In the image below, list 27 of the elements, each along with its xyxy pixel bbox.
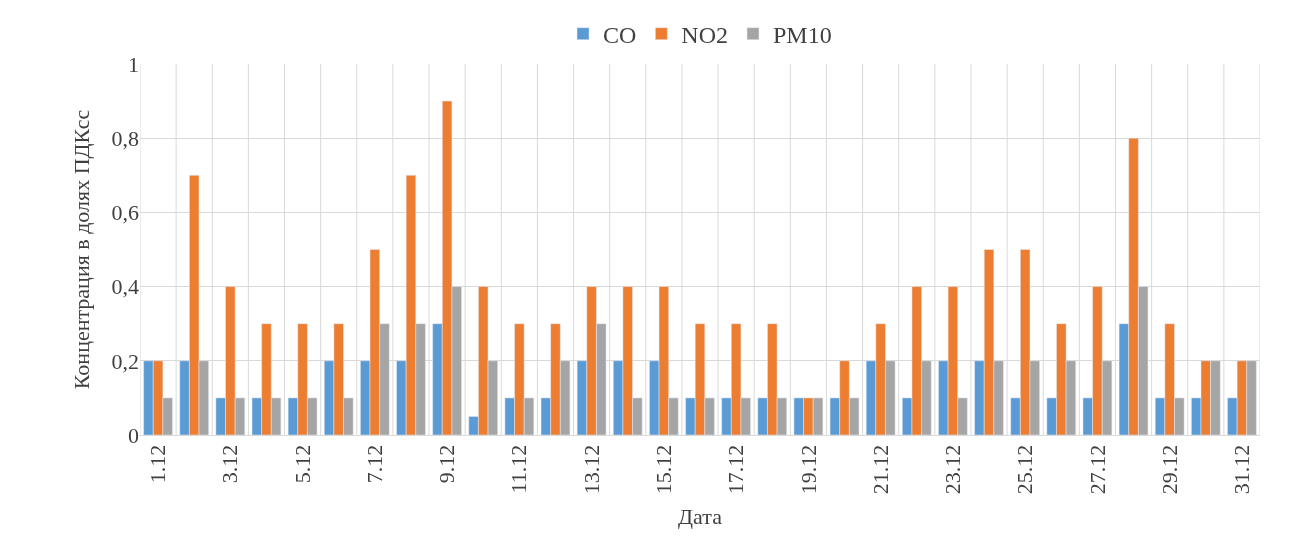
y-tick-label: 0 — [128, 422, 139, 448]
y-tick-label: 0,8 — [111, 125, 139, 151]
y-tick-label: 0,6 — [111, 200, 139, 226]
y-tick-label: 0,2 — [111, 348, 139, 374]
x-tick-label: 27.12 — [1084, 444, 1110, 495]
x-axis-title: Дата — [678, 504, 723, 530]
x-tick-label: 1.12 — [145, 444, 171, 484]
legend-label: NO2 — [681, 22, 729, 49]
y-tick-label: 0,4 — [111, 274, 139, 300]
x-tick-label: 17.12 — [723, 444, 749, 495]
x-tick-label: 25.12 — [1012, 444, 1038, 495]
x-tick-label: 21.12 — [867, 444, 893, 495]
x-tick-label: 11.12 — [506, 444, 532, 494]
x-tick-label: 13.12 — [578, 444, 604, 495]
x-tick-label: 19.12 — [795, 444, 821, 495]
x-tick-label: 5.12 — [289, 444, 315, 484]
x-tick-label: 9.12 — [434, 444, 460, 484]
legend-label: PM10 — [773, 22, 832, 49]
x-tick-label: 31.12 — [1229, 444, 1255, 495]
y-axis-title: Концентрация в долях ПДКсс — [69, 109, 95, 390]
x-tick-label: 15.12 — [651, 444, 677, 495]
y-tick-label: 1 — [128, 51, 139, 77]
x-tick-label: 29.12 — [1156, 444, 1182, 495]
x-tick-label: 23.12 — [940, 444, 966, 495]
x-tick-label: 3.12 — [217, 444, 243, 484]
x-tick-label: 7.12 — [361, 444, 387, 484]
legend-label: CO — [603, 22, 637, 49]
